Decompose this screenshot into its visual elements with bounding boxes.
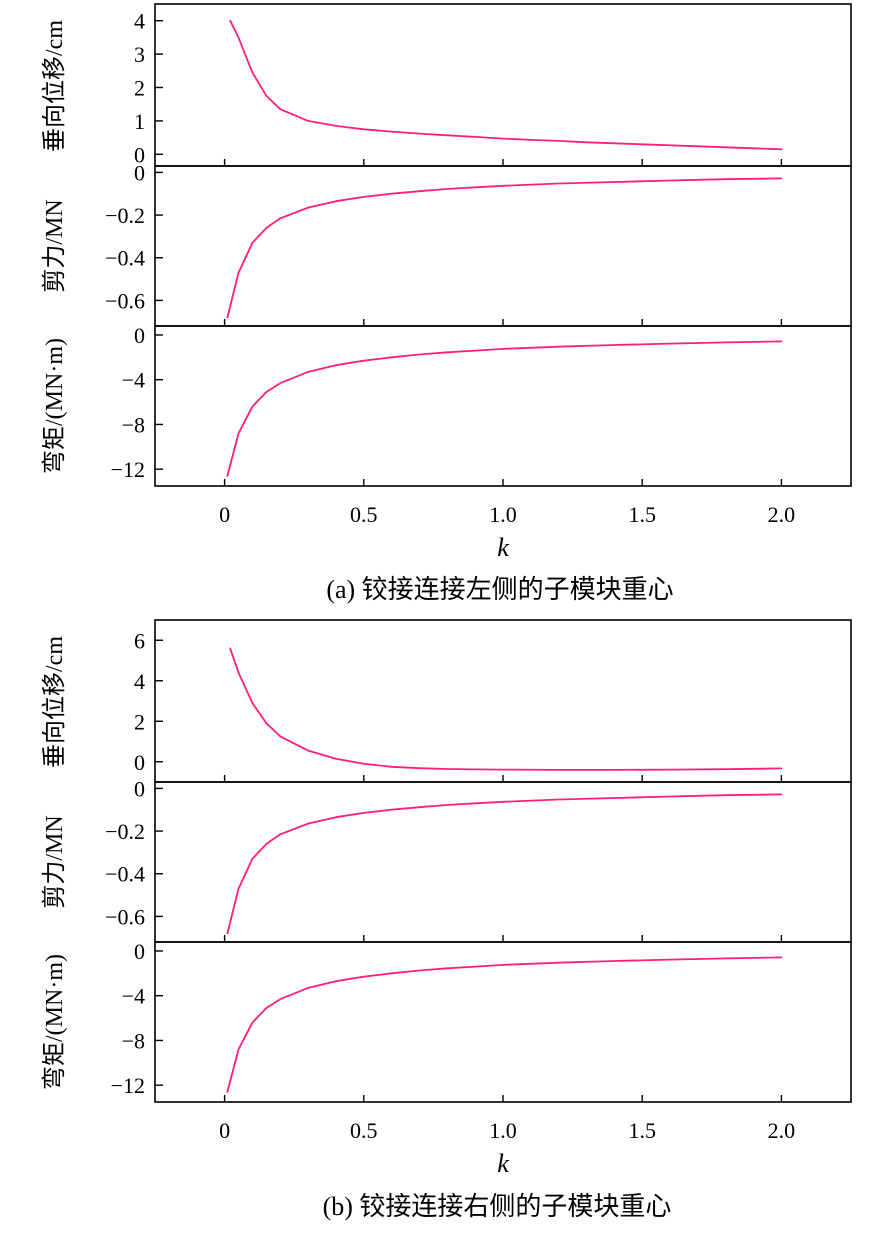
y-tick-label: −0.6 bbox=[105, 288, 145, 313]
x-tick-label: 0 bbox=[219, 502, 230, 527]
y-tick-label: 0 bbox=[134, 939, 145, 964]
x-tick-label: 1.5 bbox=[628, 1118, 656, 1143]
plot-frame bbox=[154, 781, 852, 943]
y-tick-label: 2 bbox=[134, 76, 145, 101]
x-axis-label: k bbox=[497, 533, 509, 562]
x-tick-label: 0 bbox=[219, 1118, 230, 1143]
y-tick-label: −0.2 bbox=[105, 819, 145, 844]
y-tick-label: −8 bbox=[122, 412, 145, 437]
x-tick-label: 1.5 bbox=[628, 502, 656, 527]
y-tick-label: −4 bbox=[122, 984, 145, 1009]
y-tick-label: 0 bbox=[134, 750, 145, 775]
y-tick-label: −0.4 bbox=[105, 246, 145, 271]
y-tick-label: 1 bbox=[134, 109, 145, 134]
y-axis-label: 弯矩/(MN·m) bbox=[41, 954, 68, 1090]
y-tick-label: 0 bbox=[134, 776, 145, 801]
series-line bbox=[226, 340, 783, 477]
y-axis-label: 剪力/MN bbox=[41, 815, 68, 908]
chart-caption: (b) 铰接连接右侧的子模块重心 bbox=[323, 1192, 672, 1221]
panel-2: 0 −0.2 −0.4 −0.6 剪力/MN bbox=[41, 160, 852, 327]
y-tick-label: 6 bbox=[134, 628, 145, 653]
series-line bbox=[226, 956, 783, 1093]
plot-frame bbox=[154, 325, 852, 487]
y-tick-label: −0.2 bbox=[105, 203, 145, 228]
y-tick-label: −0.6 bbox=[105, 904, 145, 929]
y-tick-label: 4 bbox=[134, 669, 145, 694]
panel-2: 0 −0.2 −0.4 −0.6 剪力/MN bbox=[41, 776, 852, 943]
x-tick-label: 2.0 bbox=[768, 502, 796, 527]
x-tick-label: 1.0 bbox=[489, 1118, 517, 1143]
y-tick-label: 4 bbox=[134, 9, 145, 34]
y-axis-label: 弯矩/(MN·m) bbox=[41, 338, 68, 474]
y-axis-label: 垂向位移/cm bbox=[41, 20, 68, 152]
series-line bbox=[229, 19, 783, 151]
y-tick-label: −12 bbox=[111, 457, 145, 482]
panel-3: 0 −4 −8 −12 弯矩/(MN·m) bbox=[41, 939, 852, 1103]
y-tick-label: 0 bbox=[134, 142, 145, 167]
y-tick-label: −12 bbox=[111, 1073, 145, 1098]
y-axis-label: 剪力/MN bbox=[41, 199, 68, 292]
x-axis-label: k bbox=[497, 1149, 509, 1178]
plot-frame bbox=[154, 941, 852, 1103]
chart-b: 0 2 4 6 垂向位移/cm 0 −0.2 −0.4 −0.6 剪力/MN 0 −4 −8 −12 弯矩/… bbox=[41, 619, 852, 1221]
chart-a: 0 1 2 3 4 垂向位移/cm 0 −0.2 −0.4 −0.6 剪力/MN 0 −4 −8 −12 弯矩… bbox=[41, 3, 852, 604]
x-tick-label: 1.0 bbox=[489, 502, 517, 527]
chart-caption: (a) 铰接连接左侧的子模块重心 bbox=[326, 575, 673, 604]
y-tick-label: 0 bbox=[134, 323, 145, 348]
y-tick-label: −0.4 bbox=[105, 862, 145, 887]
x-tick-label: 2.0 bbox=[768, 1118, 796, 1143]
y-axis-label: 垂向位移/cm bbox=[41, 636, 68, 768]
y-tick-label: −4 bbox=[122, 368, 145, 393]
panel-1: 0 1 2 3 4 垂向位移/cm bbox=[41, 3, 852, 167]
panel-3: 0 −4 −8 −12 弯矩/(MN·m) bbox=[41, 323, 852, 487]
series-line bbox=[226, 793, 783, 935]
series-line bbox=[229, 647, 783, 771]
y-tick-label: −8 bbox=[122, 1028, 145, 1053]
plot-frame bbox=[154, 165, 852, 327]
series-line bbox=[226, 177, 783, 319]
y-tick-label: 3 bbox=[134, 42, 145, 67]
plot-frame bbox=[154, 619, 852, 783]
panel-1: 0 2 4 6 垂向位移/cm bbox=[41, 619, 852, 783]
x-tick-label: 0.5 bbox=[350, 502, 378, 527]
y-tick-label: 2 bbox=[134, 709, 145, 734]
x-tick-label: 0.5 bbox=[350, 1118, 378, 1143]
y-tick-label: 0 bbox=[134, 160, 145, 185]
